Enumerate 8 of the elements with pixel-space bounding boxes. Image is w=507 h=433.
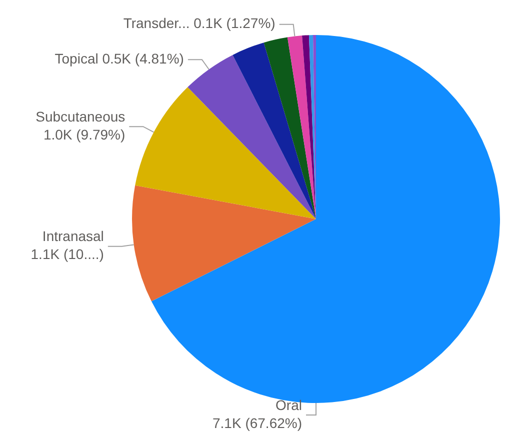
slice-label: Oral: [276, 396, 302, 413]
data-label: 7.1K (67.62%): [212, 414, 302, 431]
slice-label: Intranasal: [42, 228, 104, 244]
slice-label: Subcutaneous: [36, 108, 126, 124]
slice-label: Topical 0.5K (4.81%): [54, 50, 184, 66]
data-label: 1.0K (9.79%): [43, 126, 126, 142]
data-label: 1.1K (10....): [30, 246, 104, 262]
slice-label: Transder... 0.1K (1.27%): [123, 15, 276, 32]
